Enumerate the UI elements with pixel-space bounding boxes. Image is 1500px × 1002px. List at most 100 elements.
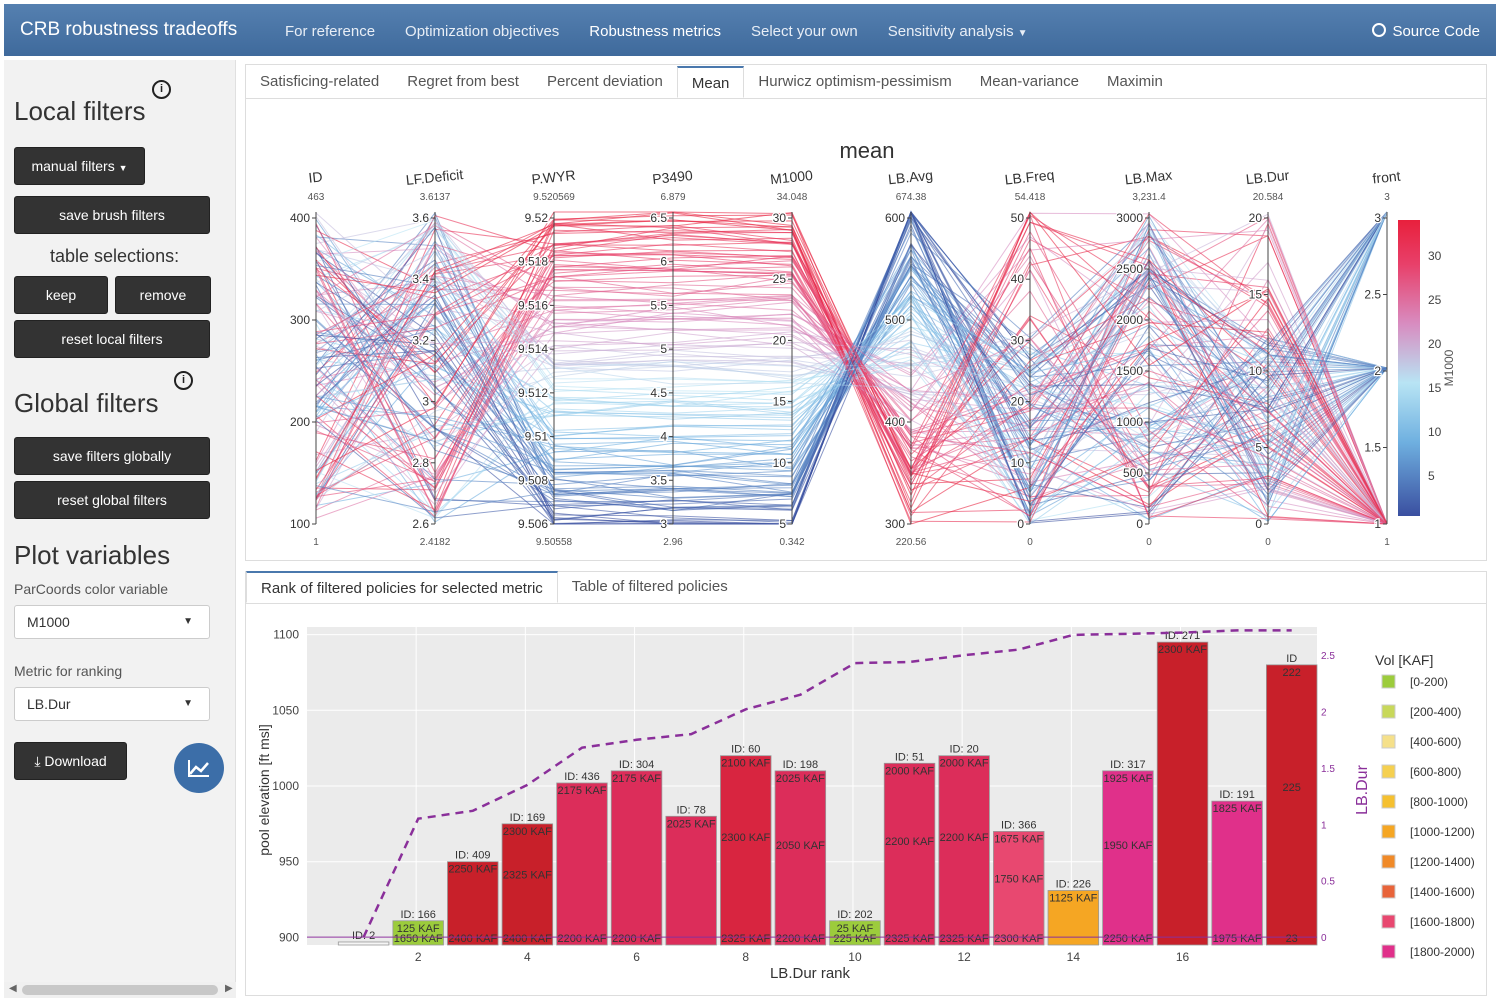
tab-mean-variance[interactable]: Mean-variance xyxy=(979,73,1079,90)
colorbar-ticks: 30 25 20 15 10 5 xyxy=(1428,249,1442,483)
bar-vol-label: 1975 KAF xyxy=(1213,933,1262,945)
axis-tick-label: 9.506 xyxy=(518,517,548,531)
x-tick-label: 16 xyxy=(1176,950,1190,964)
tab-divider xyxy=(246,603,1486,604)
axis-tick-label: 20 xyxy=(1249,211,1263,225)
y-tick-label: 950 xyxy=(279,855,299,869)
nav-sensitivity-analysis[interactable]: Sensitivity analysis ▼ xyxy=(873,4,1043,56)
nav-optimization-objectives[interactable]: Optimization objectives xyxy=(405,23,560,40)
color-variable-value: M1000 xyxy=(27,614,70,630)
tab-satisficing[interactable]: Satisficing-related xyxy=(260,73,380,90)
app-title[interactable]: CRB robustness tradeoffs xyxy=(20,19,238,40)
bar xyxy=(1102,770,1154,946)
axis-tick-label: 20 xyxy=(773,333,787,347)
bar xyxy=(610,770,663,946)
tab-maximin[interactable]: Maximin xyxy=(1106,73,1163,90)
bar-id-label: ID xyxy=(1286,653,1297,665)
legend-swatch xyxy=(1381,824,1396,839)
axis-min: 0 xyxy=(1027,537,1033,548)
scroll-left-icon[interactable]: ◀ xyxy=(9,983,17,994)
bar xyxy=(774,770,827,946)
bar-id-label: ID: 436 xyxy=(564,771,599,783)
axis-tick-label: 2000 xyxy=(1116,313,1143,327)
nav-robustness-metrics[interactable]: Robustness metrics xyxy=(589,23,721,40)
axis-name: M1000 xyxy=(769,167,813,187)
keep-button[interactable]: keep xyxy=(14,276,108,314)
bar-vol-label: 2200 KAF xyxy=(940,832,989,844)
legend-swatch xyxy=(1381,884,1396,899)
axis-tick-label: 1.5 xyxy=(1364,441,1381,455)
axis-tick-label: 300 xyxy=(885,517,905,531)
bar xyxy=(938,755,990,946)
reset-global-filters-button[interactable]: reset global filters xyxy=(14,481,210,519)
bar-group: ID: 60 2100 KAF 2300 KAF 2325 KAF xyxy=(720,744,772,946)
save-brush-filters-button[interactable]: save brush filters xyxy=(14,196,210,234)
parcoords-title: mean xyxy=(839,138,894,163)
metric-tabs: Satisficing-related Regret from best Per… xyxy=(246,66,1177,98)
axis-tick-label: 2500 xyxy=(1116,262,1143,276)
nav-select-your-own[interactable]: Select your own xyxy=(751,23,858,40)
bar-vol-label: 2400 KAF xyxy=(503,933,552,945)
parallel-coordinates-plot[interactable]: mean ID4631400300200100LF.Deficit3.61372… xyxy=(245,100,1487,560)
line-chart-icon xyxy=(188,760,209,777)
global-filters-heading: Global filters xyxy=(14,388,159,418)
remove-button[interactable]: remove xyxy=(115,276,211,314)
tab-table-policies[interactable]: Table of filtered policies xyxy=(571,578,728,595)
legend-title: Vol [KAF] xyxy=(1375,652,1433,668)
colorbar-tick-label: 30 xyxy=(1428,249,1442,263)
axis-tick-label: 400 xyxy=(290,211,310,225)
bar-vol-label: 2100 KAF xyxy=(721,758,770,770)
save-filters-globally-button[interactable]: save filters globally xyxy=(14,437,210,475)
axis-tick-label: 200 xyxy=(290,415,310,429)
axis-max: 54.418 xyxy=(1015,192,1046,203)
bar-vol-label: 1925 KAF xyxy=(1103,773,1152,785)
bar-vol-label: 2200 KAF xyxy=(776,933,825,945)
tab-mean[interactable]: Mean xyxy=(676,66,745,98)
axis-tick-label: 9.508 xyxy=(518,473,548,487)
bar-group: ID: 51 2000 KAF 2200 KAF 2325 KAF xyxy=(883,751,936,946)
axis-name: LB.Max xyxy=(1124,167,1173,188)
tab-hurwicz[interactable]: Hurwicz optimism-pessimism xyxy=(758,73,952,90)
bar xyxy=(1047,890,1100,946)
bar-id-label: ID: 198 xyxy=(783,759,818,771)
info-icon[interactable]: i xyxy=(174,371,193,390)
parcoords-line xyxy=(315,246,1388,525)
legend-label: [200-400) xyxy=(1410,705,1461,719)
chart-toggle-button[interactable] xyxy=(174,743,224,793)
tab-divider xyxy=(246,98,1486,99)
axis-tick-label: 1000 xyxy=(1116,415,1143,429)
nav-for-reference[interactable]: For reference xyxy=(285,23,376,40)
scrollbar-thumb[interactable] xyxy=(22,985,218,995)
metric-ranking-select[interactable]: LB.Dur ▼ xyxy=(14,687,210,721)
horizontal-scrollbar[interactable]: ◀ ▶ xyxy=(4,982,236,998)
y2-tick-label: 1 xyxy=(1321,820,1327,831)
download-button[interactable]: ⤓ Download xyxy=(14,742,127,780)
plot-variables-heading: Plot variables xyxy=(14,540,171,570)
tab-regret[interactable]: Regret from best xyxy=(407,73,519,90)
reset-local-filters-button[interactable]: reset local filters xyxy=(14,320,210,358)
x-tick-label: 10 xyxy=(848,950,862,964)
bar-group: ID: 226 1125 KAF xyxy=(1047,878,1100,946)
scroll-right-icon[interactable]: ▶ xyxy=(225,983,233,994)
colorbar-tick-label: 20 xyxy=(1428,337,1442,351)
bar-id-label: ID: 169 xyxy=(510,812,545,824)
info-icon[interactable]: i xyxy=(152,80,171,99)
axis-tick-label: 9.518 xyxy=(518,255,548,269)
legend-label: [1800-2000) xyxy=(1410,945,1475,959)
bar-group: ID: 20 2000 KAF 2200 KAF 2325 KAF xyxy=(938,744,990,946)
axis-min: 2.4182 xyxy=(420,537,451,548)
axis-name: LF.Deficit xyxy=(405,166,464,188)
bar-vol-label: 2000 KAF xyxy=(940,758,989,770)
bar-vol-label: 1750 KAF xyxy=(994,874,1043,886)
tab-rank-policies[interactable]: Rank of filtered policies for selected m… xyxy=(246,571,558,603)
manual-filters-dropdown[interactable]: manual filters ▼ xyxy=(14,147,145,185)
axis-name: LB.Dur xyxy=(1245,167,1290,188)
axis-tick-label: 6.5 xyxy=(650,211,667,225)
color-variable-select[interactable]: M1000 ▼ xyxy=(14,605,210,639)
source-code-link[interactable]: Source Code xyxy=(1372,4,1480,56)
axis-tick-label: 3.5 xyxy=(650,473,667,487)
local-filters-heading: Local filters xyxy=(14,96,146,126)
tab-percent-deviation[interactable]: Percent deviation xyxy=(546,73,663,90)
axis-name: P.WYR xyxy=(531,167,577,188)
